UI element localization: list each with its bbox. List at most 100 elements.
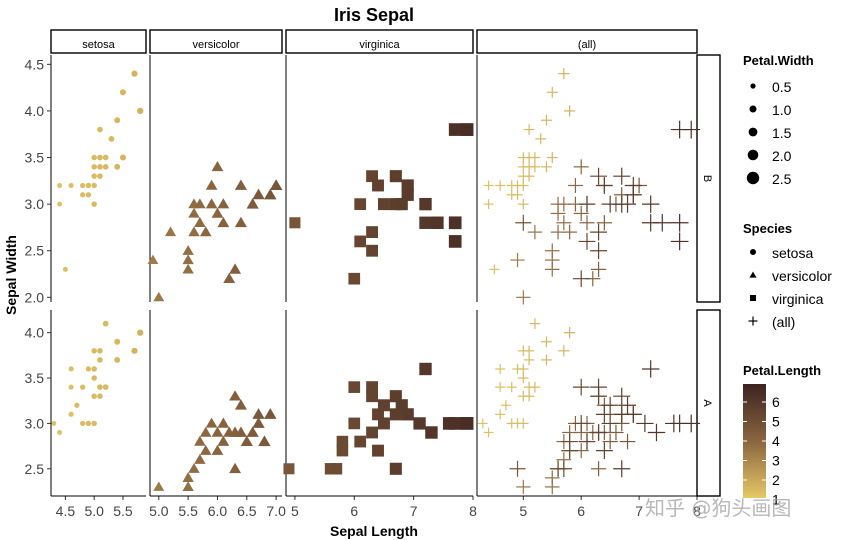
point-setosa bbox=[119, 89, 126, 96]
point-all bbox=[636, 414, 654, 433]
y-tick-label: 3.5 bbox=[25, 370, 45, 386]
x-tick-label: 5.0 bbox=[149, 503, 169, 519]
point-all bbox=[613, 387, 631, 405]
point-versicolor bbox=[229, 263, 242, 274]
point-versicolor bbox=[147, 254, 159, 264]
point-all bbox=[613, 460, 631, 478]
point-versicolor bbox=[217, 435, 230, 446]
point-setosa bbox=[97, 348, 103, 354]
point-virginica bbox=[366, 244, 378, 257]
point-setosa bbox=[97, 173, 103, 179]
point-setosa bbox=[80, 192, 86, 198]
point-virginica bbox=[419, 197, 432, 211]
point-setosa bbox=[85, 420, 92, 427]
point-versicolor bbox=[211, 444, 224, 455]
point-all bbox=[541, 161, 552, 173]
x-tick-label: 6.5 bbox=[237, 503, 257, 519]
point-versicolor bbox=[229, 390, 242, 401]
point-all bbox=[495, 363, 506, 375]
point-versicolor bbox=[258, 435, 271, 447]
point-setosa bbox=[137, 107, 144, 115]
point-setosa bbox=[62, 266, 68, 272]
point-all bbox=[608, 424, 624, 441]
point-all bbox=[578, 233, 596, 250]
x-tick-label: 7 bbox=[410, 503, 418, 519]
x-tick-label: 7.0 bbox=[266, 503, 286, 519]
point-all bbox=[541, 114, 552, 126]
legend-size-key bbox=[746, 171, 760, 185]
point-setosa bbox=[91, 393, 97, 399]
point-all bbox=[523, 124, 535, 135]
point-virginica bbox=[372, 179, 384, 192]
point-all bbox=[529, 381, 541, 393]
point-versicolor bbox=[199, 444, 212, 455]
point-virginica bbox=[324, 463, 337, 475]
point-all bbox=[529, 161, 541, 173]
point-all bbox=[546, 86, 558, 98]
point-all bbox=[682, 120, 701, 139]
point-virginica bbox=[372, 408, 384, 421]
point-all bbox=[572, 415, 590, 432]
point-all bbox=[509, 460, 526, 477]
point-all bbox=[682, 414, 701, 433]
point-setosa bbox=[91, 375, 97, 381]
point-setosa bbox=[68, 182, 74, 189]
point-all bbox=[495, 382, 506, 393]
x-tick-label: 5 bbox=[519, 503, 527, 519]
legend-size-key bbox=[749, 105, 757, 113]
y-tick-label: 3.0 bbox=[25, 415, 45, 431]
point-setosa bbox=[102, 320, 109, 327]
point-all bbox=[572, 270, 590, 288]
point-setosa bbox=[57, 201, 63, 207]
point-all bbox=[670, 232, 689, 251]
point-virginica bbox=[366, 381, 378, 394]
point-all bbox=[523, 390, 535, 402]
y-tick-label: 2.0 bbox=[25, 289, 45, 305]
point-all bbox=[578, 433, 596, 450]
point-setosa bbox=[57, 183, 63, 188]
point-setosa bbox=[80, 182, 86, 189]
point-all bbox=[523, 354, 535, 366]
point-all bbox=[590, 378, 607, 396]
point-versicolor bbox=[246, 426, 259, 437]
point-setosa bbox=[91, 173, 97, 179]
x-tick-label: 8 bbox=[469, 503, 477, 519]
point-virginica bbox=[389, 462, 402, 475]
point-all bbox=[529, 152, 541, 163]
point-versicolor bbox=[194, 217, 206, 227]
point-versicolor bbox=[240, 435, 253, 446]
point-all bbox=[523, 345, 535, 357]
legend-shape-key bbox=[749, 271, 757, 278]
point-versicolor bbox=[246, 198, 259, 209]
point-setosa bbox=[102, 163, 109, 170]
point-virginica bbox=[283, 463, 295, 475]
point-all bbox=[573, 205, 589, 221]
point-virginica bbox=[448, 235, 462, 248]
point-all bbox=[618, 396, 637, 414]
legend: Petal.Width Species Petal.Length 0.5 1.0 1… bbox=[743, 53, 832, 508]
point-virginica bbox=[366, 390, 378, 403]
point-versicolor bbox=[205, 417, 218, 428]
point-all bbox=[510, 252, 525, 268]
point-versicolor bbox=[194, 198, 206, 209]
x-axis-label: Sepal Length bbox=[330, 523, 418, 539]
point-versicolor bbox=[211, 426, 224, 437]
point-versicolor bbox=[234, 216, 247, 228]
point-setosa bbox=[97, 154, 103, 161]
facet-strip-label-1: versicolor bbox=[192, 39, 239, 51]
point-all bbox=[483, 427, 494, 438]
point-all bbox=[590, 167, 607, 185]
point-virginica bbox=[431, 216, 444, 230]
y-tick-label: 3.0 bbox=[25, 196, 45, 212]
point-all bbox=[516, 479, 531, 495]
point-versicolor bbox=[234, 399, 247, 410]
legend-shape-title: Species bbox=[743, 221, 792, 236]
point-versicolor bbox=[182, 254, 194, 265]
colorbar-label: 3 bbox=[772, 453, 780, 469]
point-all bbox=[558, 345, 570, 357]
y-tick-label: 3.5 bbox=[25, 150, 45, 166]
point-all bbox=[541, 354, 552, 366]
point-versicolor bbox=[229, 462, 242, 474]
legend-shape-label: virginica bbox=[772, 291, 824, 307]
point-setosa bbox=[91, 164, 97, 170]
